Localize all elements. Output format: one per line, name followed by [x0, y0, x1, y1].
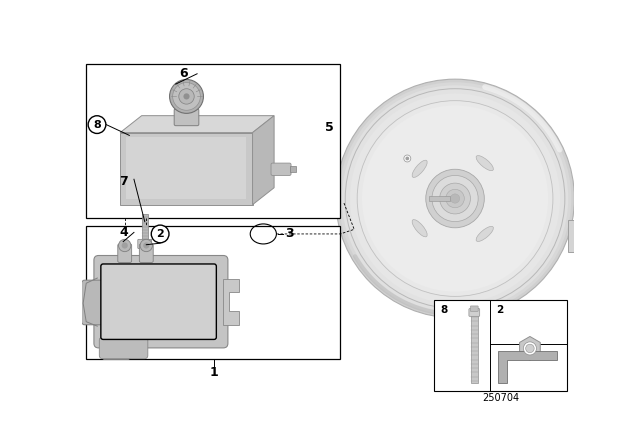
Text: 2: 2	[496, 305, 504, 315]
Ellipse shape	[412, 160, 427, 177]
Polygon shape	[120, 133, 253, 205]
Circle shape	[357, 101, 553, 297]
Text: 7: 7	[120, 175, 129, 188]
Circle shape	[524, 342, 536, 355]
Polygon shape	[126, 137, 246, 198]
Circle shape	[339, 82, 572, 315]
FancyBboxPatch shape	[102, 338, 130, 359]
FancyBboxPatch shape	[470, 306, 478, 311]
Bar	[435, 300, 566, 391]
Circle shape	[118, 239, 131, 252]
Text: 5: 5	[325, 121, 334, 134]
FancyBboxPatch shape	[174, 109, 199, 126]
Circle shape	[179, 89, 194, 104]
Text: 8: 8	[441, 305, 448, 315]
Circle shape	[579, 241, 587, 250]
Circle shape	[184, 93, 189, 99]
Text: 3: 3	[285, 228, 294, 241]
Bar	[289, 166, 296, 172]
Text: 2: 2	[156, 229, 164, 239]
Circle shape	[404, 155, 411, 162]
Circle shape	[170, 79, 204, 113]
FancyBboxPatch shape	[101, 264, 216, 340]
Text: 8: 8	[93, 120, 101, 129]
Text: 1: 1	[210, 366, 218, 379]
Circle shape	[446, 189, 464, 208]
Bar	[429, 196, 451, 201]
Polygon shape	[568, 220, 588, 252]
Bar	[141, 214, 148, 241]
Circle shape	[350, 94, 560, 304]
Circle shape	[451, 194, 460, 203]
Circle shape	[525, 344, 534, 353]
FancyBboxPatch shape	[118, 244, 132, 263]
Circle shape	[440, 183, 470, 214]
Polygon shape	[520, 336, 540, 360]
Ellipse shape	[476, 226, 493, 241]
Circle shape	[405, 156, 409, 160]
FancyBboxPatch shape	[271, 163, 291, 176]
Circle shape	[432, 176, 478, 222]
Circle shape	[342, 85, 568, 312]
FancyBboxPatch shape	[469, 309, 480, 316]
Polygon shape	[223, 279, 239, 325]
FancyBboxPatch shape	[138, 239, 152, 249]
Text: 250704: 250704	[482, 393, 519, 403]
Circle shape	[173, 82, 200, 110]
Polygon shape	[120, 116, 274, 133]
Circle shape	[336, 79, 575, 318]
FancyBboxPatch shape	[99, 337, 148, 359]
Circle shape	[88, 116, 106, 134]
Text: 4: 4	[120, 226, 129, 239]
Circle shape	[151, 225, 169, 243]
Polygon shape	[253, 116, 274, 205]
FancyBboxPatch shape	[140, 244, 153, 263]
Circle shape	[122, 242, 128, 249]
FancyBboxPatch shape	[82, 280, 103, 325]
Circle shape	[362, 105, 548, 292]
FancyBboxPatch shape	[94, 255, 228, 348]
Ellipse shape	[476, 155, 493, 171]
Circle shape	[426, 169, 484, 228]
Circle shape	[143, 242, 149, 249]
Ellipse shape	[412, 220, 427, 237]
Text: 6: 6	[179, 67, 188, 80]
Circle shape	[345, 89, 565, 308]
Bar	[86, 64, 340, 218]
Circle shape	[140, 239, 152, 252]
Bar	[471, 308, 478, 383]
Polygon shape	[497, 351, 557, 383]
Bar	[86, 226, 340, 359]
